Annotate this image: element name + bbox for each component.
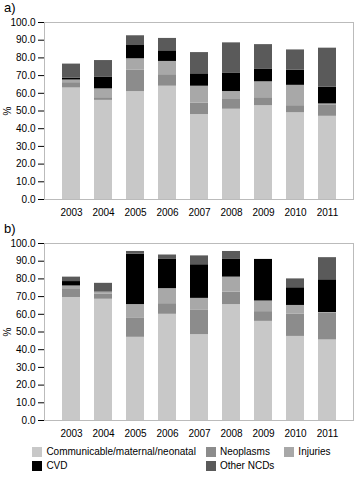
svg-text:90.0: 90.0 xyxy=(16,34,36,45)
svg-text:20.0: 20.0 xyxy=(16,158,36,169)
svg-text:10.0: 10.0 xyxy=(16,176,36,187)
svg-text:60.0: 60.0 xyxy=(16,309,36,320)
svg-text:%: % xyxy=(2,106,13,115)
svg-text:50.0: 50.0 xyxy=(16,105,36,116)
html-text:b): b) xyxy=(4,221,16,236)
svg-text:2007: 2007 xyxy=(188,428,211,439)
html-text:a): a) xyxy=(4,0,16,15)
svg-text:%: % xyxy=(2,327,13,336)
html-text:Injuries: Injuries xyxy=(298,446,331,457)
svg-text:2005: 2005 xyxy=(124,207,147,218)
svg-text:60.0: 60.0 xyxy=(16,88,36,99)
svg-text:2006: 2006 xyxy=(156,207,179,218)
svg-text:90.0: 90.0 xyxy=(16,255,36,266)
svg-text:70.0: 70.0 xyxy=(16,291,36,302)
html-text:CVD: CVD xyxy=(46,460,68,471)
html-text:Neoplasms: Neoplasms xyxy=(219,446,270,457)
svg-text:80.0: 80.0 xyxy=(16,273,36,284)
svg-text:2007: 2007 xyxy=(188,207,211,218)
svg-text:2004: 2004 xyxy=(92,428,115,439)
svg-text:2010: 2010 xyxy=(284,207,307,218)
svg-text:20.0: 20.0 xyxy=(16,379,36,390)
svg-text:2008: 2008 xyxy=(220,207,243,218)
svg-text:2011: 2011 xyxy=(317,207,339,218)
svg-text:40.0: 40.0 xyxy=(16,123,36,134)
html-text:Other NCDs: Other NCDs xyxy=(219,460,275,471)
svg-text:2011: 2011 xyxy=(317,428,339,439)
svg-text:80.0: 80.0 xyxy=(16,52,36,63)
svg-text:0.0: 0.0 xyxy=(22,415,36,426)
html-text:Communicable/maternal/neonatal: Communicable/maternal/neonatal xyxy=(46,446,196,457)
svg-text:2003: 2003 xyxy=(60,207,83,218)
svg-text:2006: 2006 xyxy=(156,428,179,439)
svg-text:2010: 2010 xyxy=(284,428,307,439)
svg-text:40.0: 40.0 xyxy=(16,344,36,355)
svg-text:0.0: 0.0 xyxy=(22,194,36,205)
svg-text:30.0: 30.0 xyxy=(16,141,36,152)
svg-text:30.0: 30.0 xyxy=(16,362,36,373)
svg-text:2004: 2004 xyxy=(92,207,115,218)
svg-text:100.0: 100.0 xyxy=(10,238,35,249)
svg-text:2003: 2003 xyxy=(60,428,83,439)
svg-text:2009: 2009 xyxy=(252,207,275,218)
svg-text:2009: 2009 xyxy=(252,428,275,439)
svg-text:2005: 2005 xyxy=(124,428,147,439)
svg-text:70.0: 70.0 xyxy=(16,70,36,81)
svg-text:10.0: 10.0 xyxy=(16,397,36,408)
svg-text:100.0: 100.0 xyxy=(10,17,35,28)
svg-text:2008: 2008 xyxy=(220,428,243,439)
svg-text:50.0: 50.0 xyxy=(16,326,36,337)
